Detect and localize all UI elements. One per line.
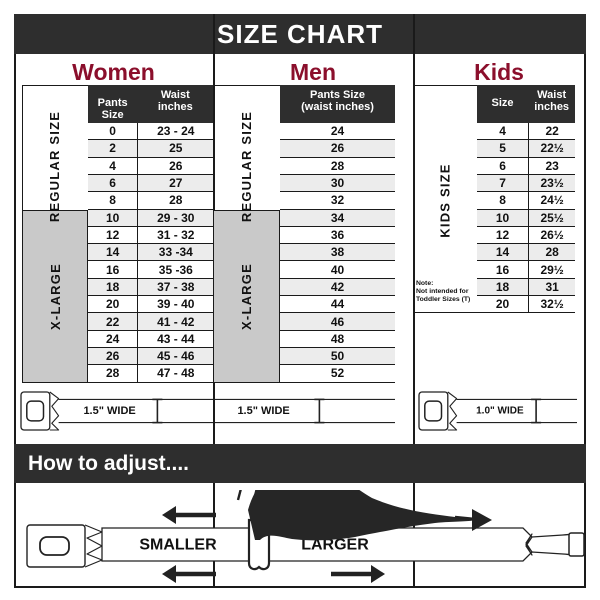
svg-text:SMALLER: SMALLER (139, 537, 217, 554)
svg-text:1.5" WIDE: 1.5" WIDE (237, 405, 289, 417)
svg-text:1.0" WIDE: 1.0" WIDE (476, 406, 524, 417)
svg-text:1.5" WIDE: 1.5" WIDE (83, 405, 135, 417)
